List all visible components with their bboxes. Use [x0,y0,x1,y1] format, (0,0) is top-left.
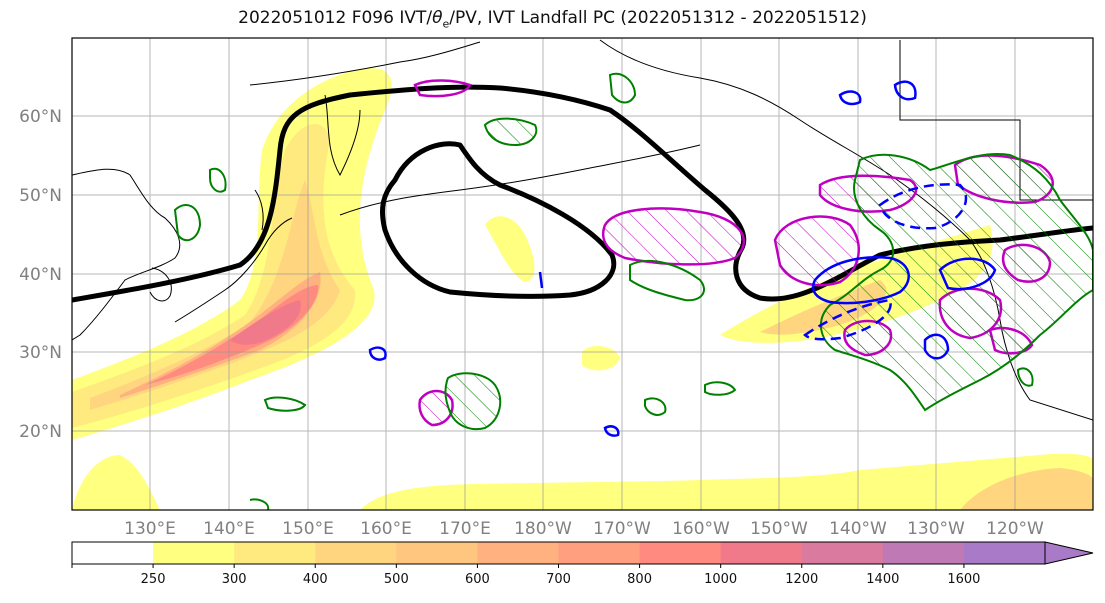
colorbar-swatch-9 [801,542,884,564]
pv-west [173,204,202,242]
colorbar-label-400: 400 [303,572,328,587]
pv-neg-islet-3 [538,271,544,289]
coast-aleutians [339,144,701,216]
lat-label-50n: 50°N [19,186,62,206]
pv-neg-north-2 [893,80,917,101]
colorbar-swatch-1 [153,542,235,564]
pv-neg-islet-2 [603,425,620,437]
lat-label-20n: 20°N [19,422,62,442]
colorbar-swatch-5 [477,542,559,564]
colorbar-swatch-2 [234,542,316,564]
lat-label-30n: 30°N [19,343,62,363]
colorbar-extend-arrow [1044,541,1094,565]
lat-label-60n: 60°N [19,107,62,127]
coast-asia [72,168,181,341]
ivt-south-band-300 [960,468,1093,510]
coast-siberia [249,41,481,86]
coast-korea [149,267,172,302]
colorbar-swatch-11 [963,542,1046,564]
colorbar-swatch-10 [882,542,965,564]
landfall-pc-north [413,79,472,98]
pv-islet-3 [704,381,737,396]
landfall-pc-central [601,207,746,266]
lon-label-140e: 140°E [203,519,255,539]
pv-islet-5 [209,167,227,193]
colorbar-labels: 250 300 400 500 600 700 800 1000 1200 1400 1600 [71,564,980,587]
pv-neg-east-4 [938,257,997,291]
lon-label-130w: 130°W [907,519,965,539]
pv-islet-1 [263,396,307,412]
colorbar-swatch-4 [396,542,478,564]
colorbar-swatch-3 [315,542,397,564]
colorbar-swatch-6 [558,542,641,564]
colorbar-swatch-8 [720,542,803,564]
colorbar-label-700: 700 [546,572,571,587]
pv-neg-east-5 [923,333,950,360]
ivt-plume-west-600 [120,272,321,398]
lon-label-170e: 170°E [439,519,491,539]
colorbar-label-1200: 1200 [785,572,818,587]
landfall-pc-east-1 [773,215,860,287]
colorbar-label-600: 600 [465,572,490,587]
pv-neg-north-1 [838,90,862,106]
theta-e-contour [72,84,1093,303]
coast-sakhalin [254,189,264,231]
pv-islet-4 [644,397,667,416]
colorbar-swatch-7 [639,542,722,564]
colorbar-label-1600: 1600 [947,572,980,587]
theta-e-loop [380,141,617,299]
lon-label-120w: 120°W [986,519,1044,539]
colorbar-swatches [72,542,1046,564]
lon-label-170w: 170°W [593,519,651,539]
pv-islet-6 [249,498,270,510]
pv-islet-2 [608,72,637,104]
ivt-plume-west-1000 [230,300,301,345]
lon-label-130e: 130°E [124,519,176,539]
colorbar-label-500: 500 [384,572,409,587]
pv-neg-east-3 [878,183,968,230]
pv-central-south [444,372,502,431]
ivt-southwest-250 [72,455,160,510]
lon-label-150e: 150°E [282,519,334,539]
map-title: 2022051012 F096 IVT/θe/PV, IVT Landfall … [238,8,867,31]
lon-label-150w: 150°W [750,519,808,539]
landfall-pc-south [418,389,454,427]
pv-north [483,117,538,147]
colorbar-label-1000: 1000 [704,572,737,587]
ivt-plume-west-800 [145,285,319,385]
colorbar-label-800: 800 [627,572,652,587]
coast-kamchatka [324,94,361,177]
colorbar-label-1400: 1400 [866,572,899,587]
colorbar-label-250: 250 [141,572,166,587]
coast-japan [174,217,293,323]
colorbar-swatch-0 [72,542,154,564]
pv-middle [629,260,705,302]
colorbar-label-300: 300 [222,572,247,587]
pv-negative-contours [368,80,997,437]
colorbar: 250 300 400 500 600 700 800 1000 1200 1400 1600 [71,541,1094,587]
lon-labels: 130°E 140°E 150°E 160°E 170°E 180°W 170°… [124,519,1044,539]
lon-label-140w: 140°W [829,519,887,539]
lon-label-180w: 180°W [514,519,572,539]
ivt-blob-central-250 [485,216,535,282]
pv-neg-islet-1 [368,346,387,361]
pv-islet-7 [1016,367,1034,387]
lon-label-160w: 160°W [672,519,730,539]
map-frame [71,37,1094,511]
map-panel [71,37,1094,511]
pv-neg-east-2 [803,298,892,341]
lat-labels: 60°N 50°N 40°N 30°N 20°N [19,107,62,442]
lat-label-40n: 40°N [19,265,62,285]
pv-neg-east-1 [811,256,910,305]
lon-label-160e: 160°E [360,519,412,539]
